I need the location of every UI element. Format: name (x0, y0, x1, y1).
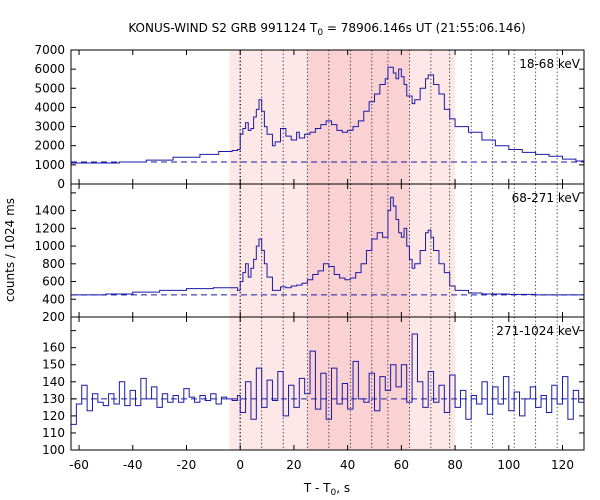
y-tick-label: 160 (42, 341, 65, 355)
y-tick-label: 140 (42, 375, 65, 389)
panel-frame (70, 316, 585, 451)
x-tick-label: 100 (497, 458, 520, 472)
y-tick-label: 1000 (34, 239, 65, 253)
x-tick-label: 120 (551, 458, 574, 472)
x-tick-label: 80 (447, 458, 462, 472)
chart-title-subscript: 0 (317, 28, 323, 38)
shaded-region-1 (229, 50, 308, 184)
y-axis-label: counts / 1024 ms (3, 198, 17, 302)
y-tick-label: 7000 (34, 43, 65, 57)
y-tick-label: 6000 (34, 62, 65, 76)
shaded-region-1 (229, 184, 308, 317)
shaded-region-3 (409, 317, 456, 450)
shaded-region-3 (409, 50, 456, 184)
y-tick-label: 800 (42, 257, 65, 271)
y-tick-label: 100 (42, 443, 65, 457)
y-tick-label: 120 (42, 409, 65, 423)
panel-1: 0 1000 2000 3000 4000 5000 6000 7000 18-68 keV (34, 43, 585, 191)
y-tick-label: 150 (42, 358, 65, 372)
x-tick-label: 0 (236, 458, 244, 472)
shaded-region-2 (307, 50, 410, 184)
x-axis-label: T - T0, s (303, 481, 350, 498)
chart-title: KONUS-WIND S2 GRB 991124 T0 = 78906.146s… (128, 21, 525, 38)
y-tick-label: 600 (42, 275, 65, 289)
y-tick-label: 110 (42, 426, 65, 440)
x-tick-label: 60 (394, 458, 409, 472)
panel-2: 200 400 600 800 1000 1200 1400 68-271 keV (34, 183, 585, 324)
y-tick-label: 2000 (34, 139, 65, 153)
x-tick-label: -20 (177, 458, 197, 472)
y-tick-label: 1400 (34, 204, 65, 218)
shaded-region-3 (409, 184, 456, 317)
series-line-1 (71, 66, 585, 164)
x-tick-label: -40 (123, 458, 143, 472)
y-tick-label: 1200 (34, 221, 65, 235)
y-tick-label: 5000 (34, 81, 65, 95)
x-axis-label-subscript: 0 (331, 488, 337, 498)
panel-label: 68-271 keV (512, 191, 581, 205)
y-tick-label: 200 (42, 310, 65, 324)
y-tick-label: 3000 (34, 120, 65, 134)
panel-3: 100 110 120 130 140 150 160 271-1024 keV (42, 316, 585, 457)
series-line-3 (71, 333, 585, 425)
series-line-2 (71, 196, 584, 296)
y-tick-label: 0 (57, 177, 65, 191)
shaded-region-2 (307, 184, 410, 317)
y-tick-label: 130 (42, 392, 65, 406)
y-tick-label: 4000 (34, 100, 65, 114)
shaded-region-1 (229, 317, 308, 450)
panel-label: 271-1024 keV (496, 324, 580, 338)
y-tick-label: 1000 (34, 158, 65, 172)
x-tick-label: -60 (69, 458, 89, 472)
panel-label: 18-68 keV (519, 57, 581, 71)
x-tick-label: 20 (286, 458, 301, 472)
x-tick-label: 40 (340, 458, 355, 472)
y-tick-label: 400 (42, 292, 65, 306)
